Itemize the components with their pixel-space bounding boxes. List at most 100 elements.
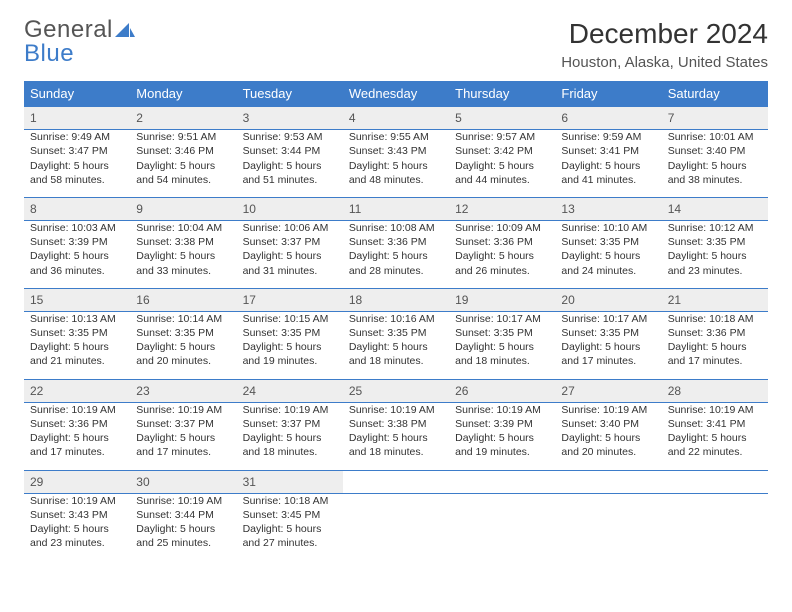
sunset-line: Sunset: 3:36 PM (30, 417, 124, 431)
day-number-cell: 14 (662, 197, 768, 220)
sunset-line: Sunset: 3:38 PM (136, 235, 230, 249)
daylight-line: Daylight: 5 hours and 54 minutes. (136, 159, 230, 187)
day-number-cell: 31 (237, 470, 343, 493)
daylight-line: Daylight: 5 hours and 25 minutes. (136, 522, 230, 550)
day-info-cell: Sunrise: 10:18 AMSunset: 3:36 PMDaylight… (662, 311, 768, 379)
sunrise-line: Sunrise: 9:53 AM (243, 130, 337, 144)
day-info-cell: Sunrise: 10:17 AMSunset: 3:35 PMDaylight… (555, 311, 661, 379)
weekday-header: Saturday (662, 81, 768, 107)
day-number-cell: 24 (237, 379, 343, 402)
day-info-cell: Sunrise: 10:14 AMSunset: 3:35 PMDaylight… (130, 311, 236, 379)
day-info-cell: Sunrise: 10:19 AMSunset: 3:37 PMDaylight… (130, 402, 236, 470)
day-info-cell: Sunrise: 10:19 AMSunset: 3:44 PMDaylight… (130, 493, 236, 560)
sunset-line: Sunset: 3:35 PM (668, 235, 762, 249)
sunset-line: Sunset: 3:46 PM (136, 144, 230, 158)
sunrise-line: Sunrise: 10:18 AM (243, 494, 337, 508)
day-info-cell (662, 493, 768, 560)
day-number-cell (555, 470, 661, 493)
sunset-line: Sunset: 3:44 PM (243, 144, 337, 158)
day-info-cell: Sunrise: 9:59 AMSunset: 3:41 PMDaylight:… (555, 130, 661, 198)
day-number-row: 22232425262728 (24, 379, 768, 402)
sunset-line: Sunset: 3:35 PM (136, 326, 230, 340)
daylight-line: Daylight: 5 hours and 20 minutes. (136, 340, 230, 368)
calendar-table: Sunday Monday Tuesday Wednesday Thursday… (24, 81, 768, 560)
logo: General Blue (24, 18, 135, 66)
daylight-line: Daylight: 5 hours and 18 minutes. (349, 340, 443, 368)
logo-word1: General (24, 16, 113, 43)
sunset-line: Sunset: 3:43 PM (349, 144, 443, 158)
daylight-line: Daylight: 5 hours and 24 minutes. (561, 249, 655, 277)
day-number-cell: 22 (24, 379, 130, 402)
day-number-cell: 26 (449, 379, 555, 402)
daylight-line: Daylight: 5 hours and 33 minutes. (136, 249, 230, 277)
day-number-cell: 11 (343, 197, 449, 220)
daylight-line: Daylight: 5 hours and 31 minutes. (243, 249, 337, 277)
day-info-cell (343, 493, 449, 560)
day-info-cell: Sunrise: 10:16 AMSunset: 3:35 PMDaylight… (343, 311, 449, 379)
daylight-line: Daylight: 5 hours and 26 minutes. (455, 249, 549, 277)
sunset-line: Sunset: 3:41 PM (668, 417, 762, 431)
day-info-cell: Sunrise: 10:12 AMSunset: 3:35 PMDaylight… (662, 221, 768, 289)
day-number-cell: 3 (237, 107, 343, 130)
sunset-line: Sunset: 3:41 PM (561, 144, 655, 158)
day-number-cell: 21 (662, 288, 768, 311)
day-number-cell: 2 (130, 107, 236, 130)
day-number-cell: 9 (130, 197, 236, 220)
sunset-line: Sunset: 3:38 PM (349, 417, 443, 431)
day-info-cell: Sunrise: 10:15 AMSunset: 3:35 PMDaylight… (237, 311, 343, 379)
sunrise-line: Sunrise: 9:51 AM (136, 130, 230, 144)
sunset-line: Sunset: 3:35 PM (455, 326, 549, 340)
day-info-cell: Sunrise: 10:19 AMSunset: 3:41 PMDaylight… (662, 402, 768, 470)
day-number-cell: 15 (24, 288, 130, 311)
day-info-cell: Sunrise: 10:06 AMSunset: 3:37 PMDaylight… (237, 221, 343, 289)
day-info-cell: Sunrise: 10:10 AMSunset: 3:35 PMDaylight… (555, 221, 661, 289)
sunrise-line: Sunrise: 10:19 AM (30, 494, 124, 508)
day-info-cell: Sunrise: 10:17 AMSunset: 3:35 PMDaylight… (449, 311, 555, 379)
day-info-cell: Sunrise: 10:19 AMSunset: 3:43 PMDaylight… (24, 493, 130, 560)
day-number-cell: 6 (555, 107, 661, 130)
daylight-line: Daylight: 5 hours and 23 minutes. (30, 522, 124, 550)
sunrise-line: Sunrise: 10:01 AM (668, 130, 762, 144)
day-info-row: Sunrise: 10:19 AM Sunset: 3:36 PM Daylight… (24, 402, 768, 470)
sunset-line: Sunset: 3:39 PM (30, 235, 124, 249)
day-number-row: 1234567 (24, 107, 768, 130)
day-info-row: Sunrise: 10:03 AMSunset: 3:39 PMDaylight… (24, 221, 768, 289)
day-number-cell: 12 (449, 197, 555, 220)
daylight-line: Daylight: 5 hours and 38 minutes. (668, 159, 762, 187)
day-info-row: Sunrise: 10:19 AMSunset: 3:43 PMDaylight… (24, 493, 768, 560)
day-number-cell: 1 (24, 107, 130, 130)
sunrise-line: Sunrise: 10:19 AM (668, 403, 762, 417)
day-info-cell: Sunrise: 9:55 AMSunset: 3:43 PMDaylight:… (343, 130, 449, 198)
sunset-line: Sunset: 3:35 PM (561, 235, 655, 249)
sunset-line: Sunset: 3:37 PM (243, 417, 337, 431)
weekday-header: Wednesday (343, 81, 449, 107)
daylight-line: Daylight: 5 hours and 51 minutes. (243, 159, 337, 187)
day-info-cell: Sunrise: 10:19 AMSunset: 3:40 PMDaylight… (555, 402, 661, 470)
daylight-line: Daylight: 5 hours and 18 minutes. (349, 431, 443, 459)
daylight-line: Daylight: 5 hours and 27 minutes. (243, 522, 337, 550)
daylight-line: Daylight: 5 hours and 58 minutes. (30, 159, 124, 187)
day-number-cell: 27 (555, 379, 661, 402)
sunset-line: Sunset: 3:45 PM (243, 508, 337, 522)
daylight-line: Daylight: 5 hours and 20 minutes. (561, 431, 655, 459)
day-info-cell (449, 493, 555, 560)
sunrise-line: Sunrise: 10:19 AM (561, 403, 655, 417)
day-info-cell: Sunrise: 10:03 AMSunset: 3:39 PMDaylight… (24, 221, 130, 289)
day-number-cell: 17 (237, 288, 343, 311)
daylight-line: Daylight: 5 hours and 17 minutes. (136, 431, 230, 459)
day-number-cell (662, 470, 768, 493)
weekday-header: Friday (555, 81, 661, 107)
day-info-cell: Sunrise: 10:19 AMSunset: 3:36 PMDaylight… (24, 402, 130, 470)
daylight-line: Daylight: 5 hours and 22 minutes. (668, 431, 762, 459)
day-info-cell: Sunrise: 10:13 AMSunset: 3:35 PMDaylight… (24, 311, 130, 379)
weekday-header: Sunday (24, 81, 130, 107)
sunset-line: Sunset: 3:44 PM (136, 508, 230, 522)
daylight-line: Daylight: 5 hours and 41 minutes. (561, 159, 655, 187)
day-number-row: 293031 (24, 470, 768, 493)
day-info-cell (555, 493, 661, 560)
day-number-cell: 5 (449, 107, 555, 130)
weekday-header: Monday (130, 81, 236, 107)
sunrise-line: Sunrise: 10:09 AM (455, 221, 549, 235)
sunrise-line: Sunrise: 10:19 AM (136, 403, 230, 417)
header: General Blue December 2024 Houston, Alas… (24, 18, 768, 71)
